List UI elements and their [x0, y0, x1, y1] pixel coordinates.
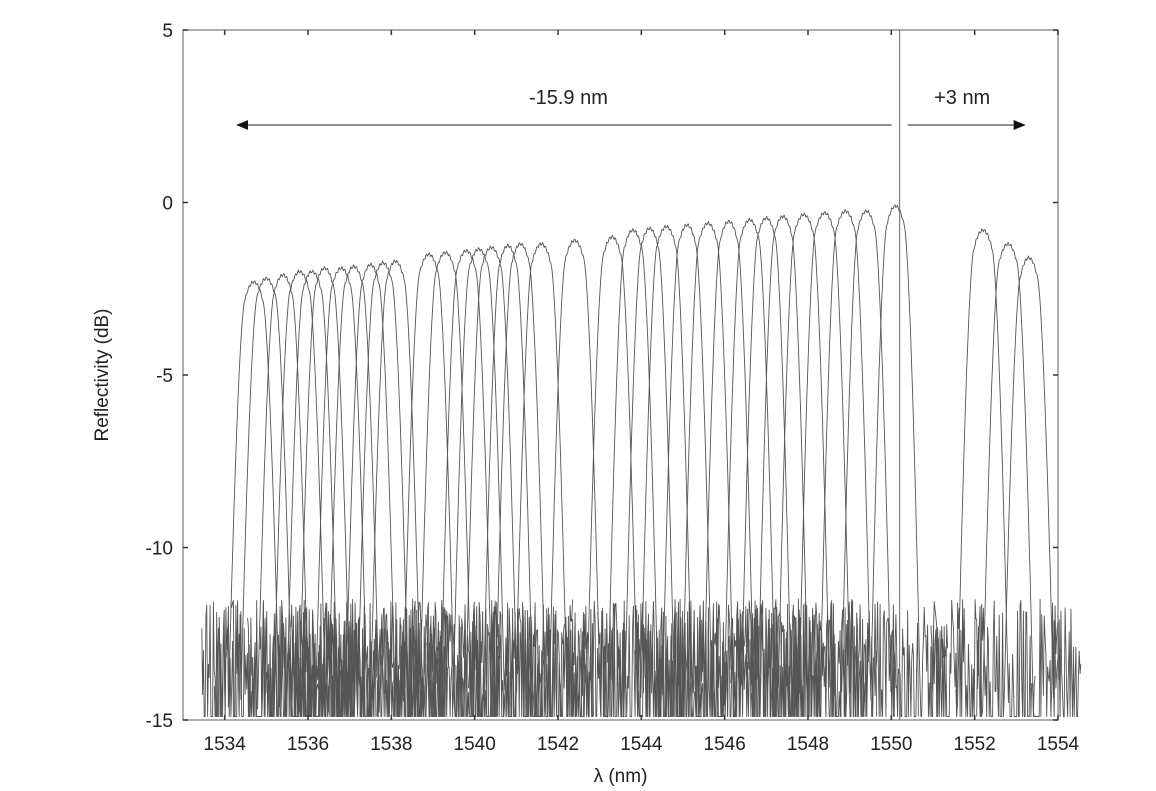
- y-tick-labels: 5 0 -5 -10 -15: [146, 21, 173, 732]
- spectrum-trace: [426, 247, 532, 717]
- spectrum-trace: [288, 266, 394, 717]
- y-tick-label: 0: [162, 194, 173, 215]
- annotation-label: -15.9 nm: [529, 87, 608, 109]
- spectrum-trace: [634, 223, 740, 717]
- annotations: -15.9 nm +3 nm: [236, 87, 1026, 130]
- spectrum-trace: [697, 217, 803, 717]
- spectrum-trace: [467, 242, 574, 717]
- spectrum-trace: [813, 209, 919, 717]
- spectrum-trace: [930, 228, 1036, 717]
- axis-ticks: [183, 29, 1059, 721]
- spectrum-trace: [955, 242, 1061, 717]
- spectrum-trace: [772, 210, 878, 717]
- spectrum-trace: [489, 242, 594, 717]
- x-tick-label: 1544: [620, 734, 663, 755]
- x-tick-label: 1546: [704, 734, 746, 755]
- x-tick-label: 1554: [1037, 734, 1080, 755]
- y-tick-label: 5: [162, 21, 173, 42]
- plot-frame: [182, 29, 1059, 721]
- y-axis-title: Reflectivity (dB): [92, 308, 113, 441]
- spectrum-trace: [676, 219, 781, 717]
- spectrum-trace: [751, 212, 857, 717]
- x-tick-labels: 1534 1536 1538 1540 1542 1544 1546 1548 1550 1552…: [204, 734, 1080, 755]
- spectrum-trace: [713, 215, 819, 717]
- y-tick-label: -15: [146, 711, 173, 732]
- spectrum-trace: [655, 221, 761, 717]
- spectrum-trace: [213, 276, 319, 717]
- x-tick-label: 1540: [454, 734, 496, 755]
- spectrum-trace: [730, 214, 836, 717]
- spectrum-trace: [301, 264, 407, 717]
- y-tick-label: -10: [146, 539, 173, 560]
- spectrum-trace: [580, 228, 686, 718]
- x-tick-label: 1550: [870, 734, 912, 755]
- x-tick-label: 1548: [787, 734, 829, 755]
- spectrum-trace: [230, 273, 336, 717]
- x-tick-label: 1536: [287, 734, 329, 755]
- x-tick-label: 1542: [537, 734, 579, 755]
- spectrum-trace: [376, 252, 481, 717]
- spectra-group: [201, 30, 1082, 720]
- spectrum-trace: [976, 255, 1082, 717]
- spectrum-trace: [597, 226, 702, 717]
- annotation-label: +3 nm: [934, 87, 990, 109]
- spectrum-trace: [247, 269, 353, 717]
- y-tick-label: -5: [156, 366, 173, 387]
- x-axis-title: λ (nm): [594, 766, 648, 787]
- spectrum-trace: [842, 204, 949, 717]
- spectrum-trace: [792, 209, 899, 717]
- x-tick-label: 1552: [954, 734, 996, 755]
- spectrum-trace: [559, 234, 665, 717]
- x-tick-label: 1534: [204, 734, 247, 755]
- x-tick-label: 1538: [370, 734, 412, 755]
